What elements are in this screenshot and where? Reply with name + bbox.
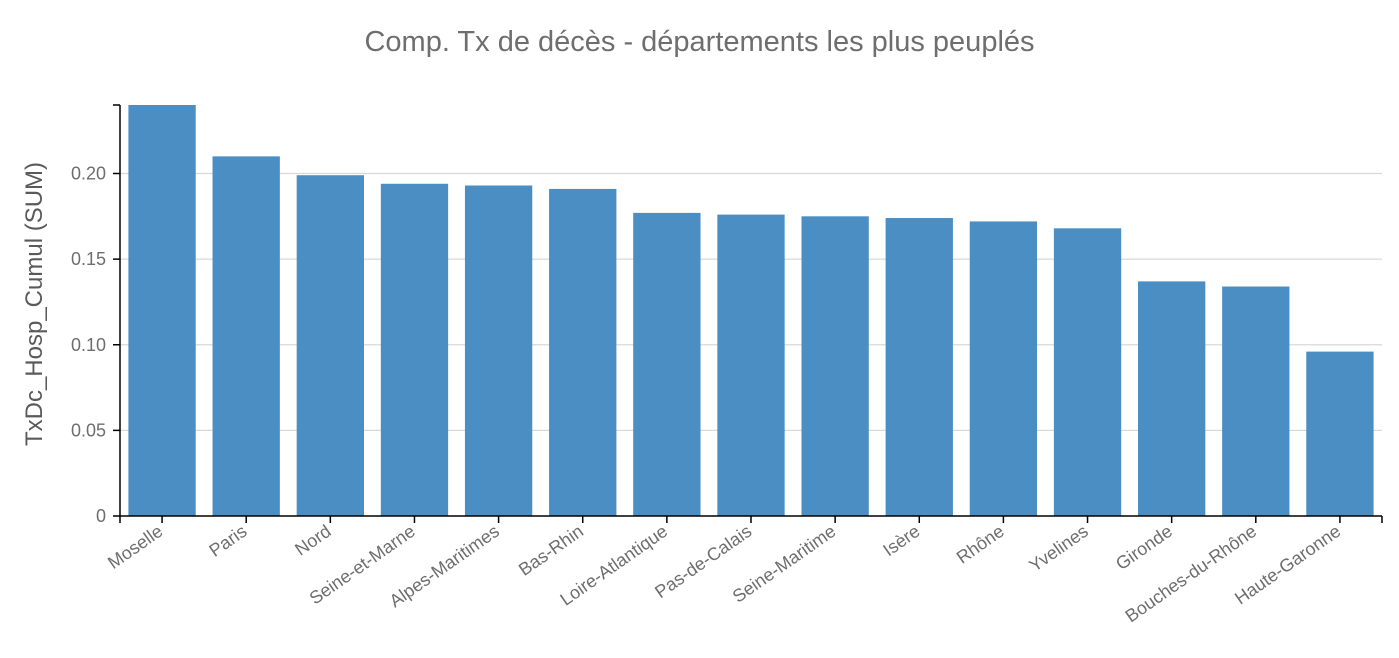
bar-yvelines bbox=[1053, 228, 1122, 517]
y-tick-label: 0.20 bbox=[71, 164, 106, 184]
bar-gironde bbox=[1138, 281, 1206, 516]
bar-paris bbox=[212, 156, 280, 516]
bar-is-re bbox=[885, 218, 953, 516]
x-tick-label: Yvelines bbox=[1025, 521, 1091, 576]
y-axis-title: TxDc_Hosp_Cumul (SUM) bbox=[21, 162, 48, 446]
bar-bas-rhin bbox=[549, 188, 617, 516]
x-tick-label: Moselle bbox=[104, 521, 166, 573]
x-tick-label: Isère bbox=[879, 521, 923, 560]
y-tick-label: 0.15 bbox=[71, 249, 106, 269]
bar-nord bbox=[296, 175, 364, 516]
bar-pas-de-calais bbox=[717, 214, 785, 516]
bar-seine-maritime bbox=[801, 216, 869, 516]
bar-seine-et-marne bbox=[380, 183, 449, 516]
bar-haute-garonne bbox=[1306, 351, 1374, 516]
bar-loire-atlantique bbox=[633, 212, 701, 516]
x-tick-label: Gironde bbox=[1112, 521, 1176, 574]
chart-title: Comp. Tx de décès - départements les plu… bbox=[364, 26, 1035, 58]
bar-moselle bbox=[128, 105, 196, 516]
y-tick-label: 0 bbox=[96, 506, 106, 526]
bar-rh-ne bbox=[969, 221, 1038, 516]
bar-alpes-maritimes bbox=[464, 185, 533, 517]
axes bbox=[113, 104, 1383, 523]
x-tick-label: Nord bbox=[291, 521, 334, 560]
x-tick-label: Rhône bbox=[953, 521, 1008, 568]
x-tick-label: Paris bbox=[205, 521, 250, 561]
bar-bouches-du-rh-ne bbox=[1222, 286, 1290, 516]
y-tick-label: 0.05 bbox=[71, 420, 106, 440]
bars bbox=[128, 105, 1374, 517]
y-tick-label: 0.10 bbox=[71, 335, 106, 355]
x-tick-label: Bas-Rhin bbox=[515, 521, 587, 580]
